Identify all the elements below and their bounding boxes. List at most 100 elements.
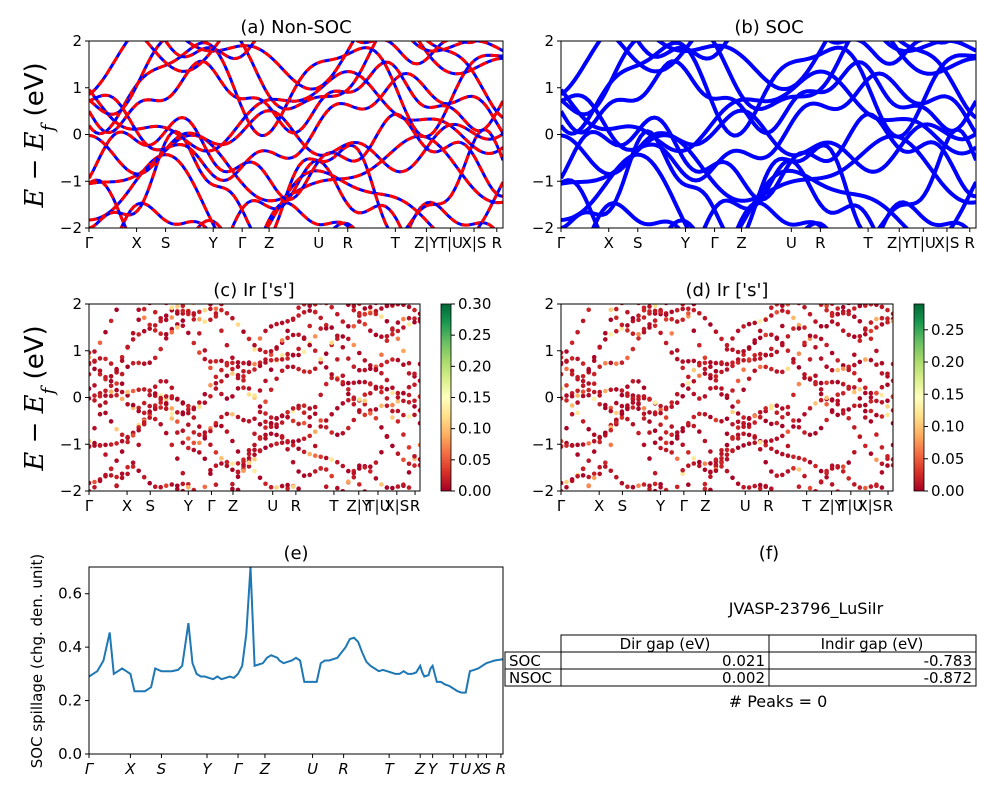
band-point [362,398,368,404]
band-point [802,473,807,479]
band-point [158,379,163,384]
band-point [807,333,813,339]
band-point [130,360,136,366]
band-point [401,325,406,330]
band-point [158,346,163,352]
band-point [362,306,368,311]
xtick-label: U [313,234,324,252]
band-point [614,400,619,406]
band-point [791,465,796,471]
band-point [885,371,890,377]
band-point [202,319,208,324]
band-point [202,400,208,406]
band-point [329,325,335,330]
band-point [186,291,191,296]
band-point [412,319,417,325]
band-point [285,447,290,452]
band-point [680,467,685,473]
band-point [307,308,313,313]
band-point [301,449,307,455]
band-point [108,466,114,472]
band-point [702,371,708,376]
band-point [285,439,290,445]
band-point [235,386,241,391]
band-point [390,385,395,391]
band-point [674,307,680,313]
band-point [741,324,746,329]
band-point [631,296,636,301]
band-point [863,402,868,408]
band-point [175,325,180,330]
band-point [619,392,625,398]
band-point [752,440,757,446]
band-point [692,513,697,518]
band-point [395,399,401,404]
band-point [351,470,357,476]
band-point [581,513,586,518]
band-point [890,361,893,367]
band-point [818,356,824,361]
band-point [263,266,268,271]
colorbar-tick-label: 0.05 [458,451,491,469]
band-point [791,256,796,261]
band-point [625,328,630,333]
band-point [252,272,257,277]
band-point [351,324,357,329]
band-point [131,283,136,288]
band-point [603,283,608,288]
band-point [390,402,395,408]
band-point [863,485,868,491]
band-point [713,378,719,383]
band-point [824,295,829,300]
band-point [307,283,312,288]
band-point [241,417,246,423]
band-point [708,375,713,381]
band-point [125,439,130,445]
band-point [164,507,169,512]
colorbar-tick-label: 0.15 [931,385,964,403]
band-point [680,517,685,522]
band-point [708,360,713,365]
band-point [329,473,335,479]
band-point [674,436,680,441]
band-point [819,516,824,521]
band-point [785,334,791,339]
band-point [357,310,362,316]
band-point [791,392,796,398]
band-point [368,304,373,310]
band-point [719,419,724,424]
band-point [108,389,114,395]
band-point [724,393,730,398]
band-point [252,457,257,462]
band-point [130,464,136,469]
band-point [686,306,691,312]
band-point [874,297,879,302]
band-point [108,419,114,424]
band-point [307,423,313,429]
band-point [301,403,307,409]
band-point [669,500,674,505]
band-point [724,452,730,458]
band-point [285,482,290,488]
band-point [580,419,586,424]
band-point [241,272,246,277]
band-point [597,393,602,398]
band-point [664,515,669,520]
band-point [120,287,125,292]
band-point [653,294,658,299]
band-point [324,304,329,306]
band-point [97,478,103,484]
band-point [307,451,313,457]
band-point [564,383,569,388]
band-point [863,390,868,396]
band-point [417,361,420,367]
band-point [879,461,885,467]
band-point [130,433,136,438]
band-point [246,392,252,397]
band-point [274,415,279,421]
band-point [763,439,768,444]
band-point [180,308,186,314]
band-point [802,375,807,381]
band-point [329,412,335,417]
band-point [807,485,813,491]
